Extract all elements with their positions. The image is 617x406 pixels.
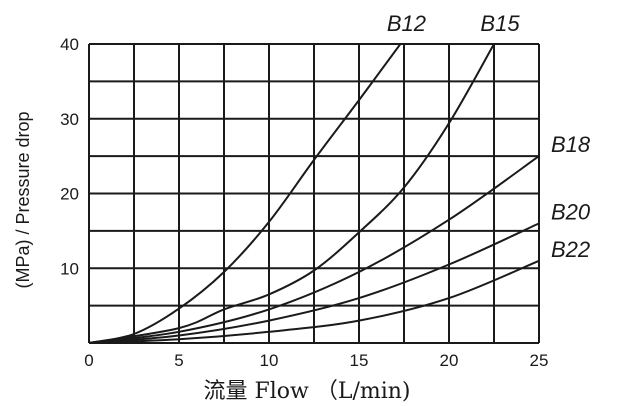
tick-labels: 0 5 10 15 20 25 10 20 30 40 — [60, 35, 548, 370]
series-label-b20: B20 — [551, 199, 591, 224]
x-tick-label: 25 — [530, 351, 549, 370]
series-label-b22: B22 — [551, 237, 590, 262]
series-line-b22 — [88, 259, 540, 344]
series-labels: B12 B15 B18 B20 B22 — [387, 11, 591, 262]
y-axis-label: (MPa) / Pressure drop — [13, 111, 33, 288]
y-tick-label: 40 — [60, 35, 79, 54]
x-tick-label: 5 — [174, 351, 183, 370]
series-line-b15 — [88, 43, 495, 344]
series-line-b12 — [88, 43, 402, 344]
series-line-b18 — [88, 155, 540, 344]
x-tick-label: 0 — [84, 351, 93, 370]
y-tick-label: 10 — [60, 259, 79, 278]
y-tick-label: 20 — [60, 185, 79, 204]
series-line-b20 — [88, 222, 540, 344]
x-axis-label: 流量 Flow （L/min) — [203, 379, 410, 404]
series-label-b15: B15 — [480, 11, 520, 36]
x-tick-label: 20 — [440, 351, 459, 370]
series-label-b18: B18 — [551, 132, 591, 157]
series-label-b12: B12 — [387, 11, 426, 36]
grid — [88, 43, 540, 344]
x-tick-label: 10 — [260, 351, 279, 370]
curves — [88, 43, 540, 344]
y-tick-label: 30 — [60, 110, 79, 129]
x-tick-label: 15 — [350, 351, 369, 370]
